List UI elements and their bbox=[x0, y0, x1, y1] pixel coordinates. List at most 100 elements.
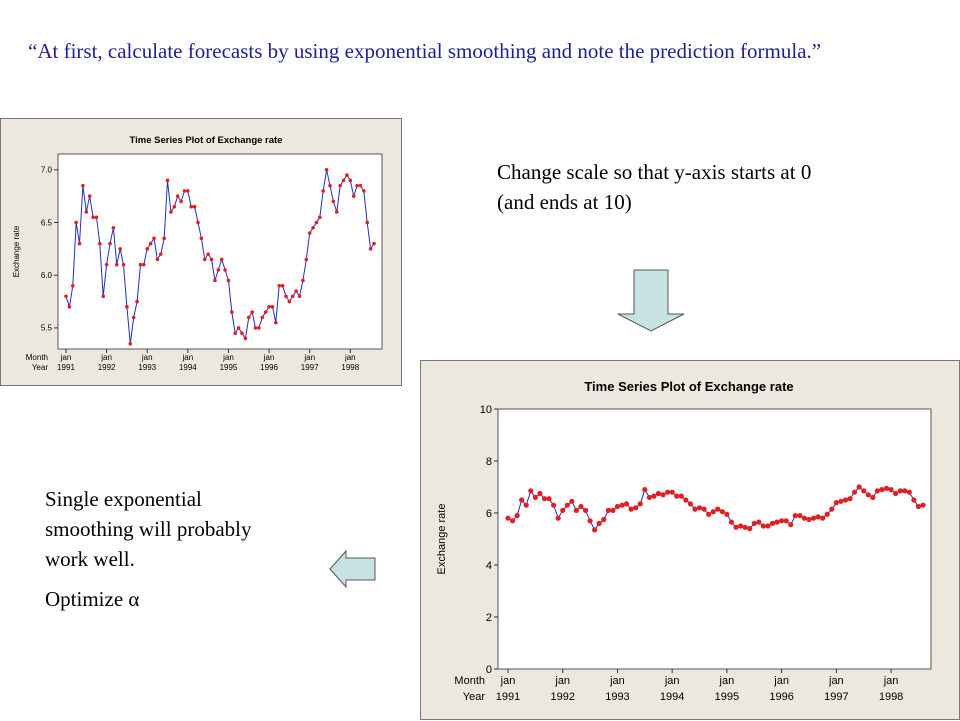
data-point bbox=[801, 515, 808, 521]
data-point bbox=[915, 503, 922, 510]
data-point bbox=[578, 503, 584, 510]
data-point bbox=[341, 178, 346, 183]
data-point bbox=[345, 173, 349, 177]
data-point bbox=[321, 189, 326, 193]
data-point bbox=[610, 507, 616, 513]
x-row-label-year: Year bbox=[32, 363, 49, 372]
data-point bbox=[290, 294, 295, 299]
data-point bbox=[792, 513, 798, 519]
data-point bbox=[216, 268, 221, 272]
data-point bbox=[274, 320, 278, 325]
x-tick-year-label: 1991 bbox=[57, 363, 75, 372]
data-point bbox=[253, 326, 258, 330]
data-point bbox=[314, 220, 319, 225]
data-point bbox=[257, 326, 261, 330]
x-tick-year-label: 1994 bbox=[179, 363, 197, 372]
data-point bbox=[101, 294, 106, 299]
x-tick-month-label: jan bbox=[664, 675, 680, 687]
data-point bbox=[246, 315, 251, 320]
data-point bbox=[509, 518, 516, 524]
data-point bbox=[98, 241, 102, 246]
data-point bbox=[715, 506, 721, 512]
data-point bbox=[175, 194, 180, 198]
x-tick-month-label: jan bbox=[303, 353, 315, 362]
data-point bbox=[179, 199, 183, 204]
data-point bbox=[334, 210, 339, 214]
data-point bbox=[284, 294, 288, 299]
data-point bbox=[756, 519, 762, 525]
data-point bbox=[687, 501, 694, 507]
data-point bbox=[206, 252, 210, 256]
x-row-label-month: Month bbox=[26, 353, 48, 362]
data-point bbox=[297, 294, 302, 299]
data-point bbox=[537, 490, 543, 497]
data-point bbox=[64, 294, 68, 299]
x-tick-month-label: jan bbox=[100, 353, 112, 362]
data-point bbox=[121, 262, 126, 267]
data-point bbox=[847, 496, 853, 502]
data-point bbox=[209, 257, 214, 262]
data-point bbox=[532, 494, 538, 500]
data-point bbox=[142, 262, 146, 267]
y-tick-label: 10 bbox=[480, 404, 492, 416]
data-point bbox=[236, 326, 241, 330]
data-point bbox=[838, 498, 844, 504]
x-tick-year-label: 1996 bbox=[769, 691, 793, 703]
data-point bbox=[582, 507, 589, 513]
data-point bbox=[614, 503, 621, 510]
x-tick-year-label: 1994 bbox=[660, 691, 684, 703]
data-point bbox=[728, 519, 735, 525]
data-point bbox=[328, 183, 332, 188]
data-point bbox=[267, 305, 271, 309]
data-point bbox=[719, 509, 725, 515]
data-point bbox=[541, 496, 548, 502]
data-point bbox=[270, 305, 275, 309]
data-point bbox=[874, 488, 880, 494]
data-point bbox=[888, 487, 894, 493]
data-point bbox=[619, 502, 625, 508]
data-point bbox=[250, 310, 254, 314]
data-point bbox=[601, 516, 607, 523]
data-point bbox=[128, 341, 133, 346]
data-point bbox=[833, 500, 839, 506]
arrow-left-icon bbox=[329, 549, 376, 589]
data-point bbox=[87, 194, 92, 198]
x-tick-month-label: jan bbox=[500, 675, 516, 687]
x-tick-year-label: 1992 bbox=[550, 691, 574, 703]
data-point bbox=[920, 502, 926, 508]
data-point bbox=[623, 501, 630, 507]
data-point bbox=[646, 494, 652, 500]
y-axis-label: Exchange rate bbox=[436, 504, 448, 575]
y-tick-label: 6.0 bbox=[41, 271, 53, 280]
x-tick-month-label: jan bbox=[60, 353, 72, 362]
x-tick-month-label: jan bbox=[182, 353, 194, 362]
data-point bbox=[696, 505, 703, 511]
data-point bbox=[226, 278, 231, 283]
chart-svg-original-scale: Time Series Plot of Exchange rate 5.5 6.0 6… bbox=[12, 135, 383, 372]
data-point bbox=[551, 502, 557, 508]
data-point bbox=[301, 278, 305, 283]
x-tick-year-label: 1993 bbox=[138, 363, 156, 372]
data-point bbox=[856, 484, 862, 490]
data-point bbox=[287, 299, 292, 304]
data-point bbox=[906, 489, 912, 495]
data-point bbox=[674, 493, 680, 499]
data-point bbox=[131, 315, 136, 320]
data-point bbox=[587, 518, 593, 524]
data-point bbox=[724, 511, 730, 517]
data-point bbox=[769, 520, 776, 526]
data-point bbox=[277, 283, 282, 288]
data-point bbox=[74, 220, 78, 225]
x-tick-month-label: jan bbox=[719, 675, 735, 687]
y-tick-label: 6 bbox=[486, 508, 492, 520]
data-point bbox=[665, 489, 671, 495]
series-line bbox=[65, 169, 375, 344]
data-point bbox=[737, 523, 744, 529]
data-point bbox=[879, 487, 885, 493]
scale-change-note: Change scale so that y-axis starts at 0 … bbox=[497, 160, 812, 214]
data-point bbox=[865, 492, 871, 498]
data-point bbox=[683, 497, 689, 503]
y-tick-label: 0 bbox=[486, 664, 492, 676]
x-row-label-year: Year bbox=[463, 691, 486, 703]
data-point bbox=[596, 520, 602, 526]
